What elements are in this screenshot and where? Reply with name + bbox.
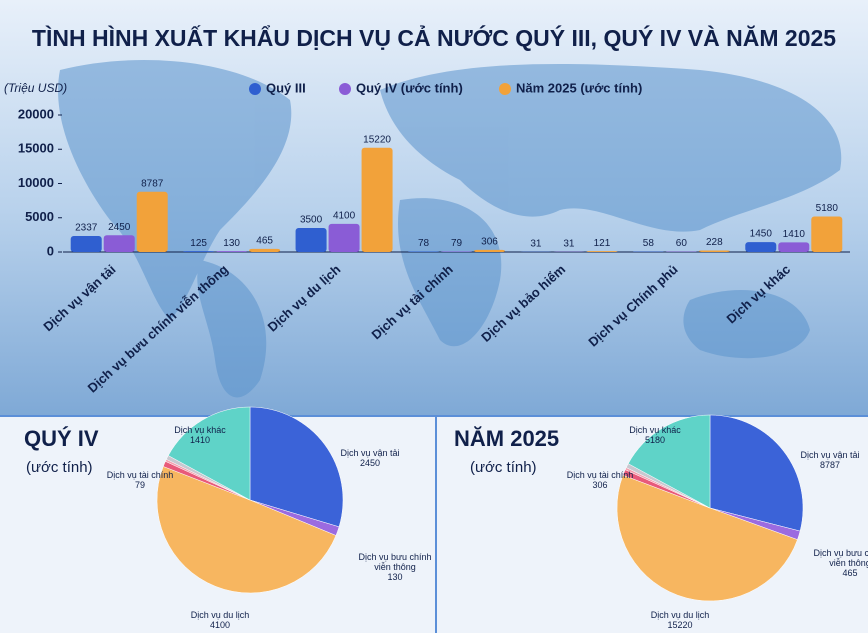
bar <box>441 251 472 252</box>
slice-label: Dịch vụ khác <box>629 425 681 435</box>
slice-label: Dịch vụ bưu chính viễn thông <box>358 552 432 572</box>
pie-slice <box>616 474 798 602</box>
pie-slice <box>627 414 711 509</box>
value-label: 60 <box>676 238 688 249</box>
world-map <box>58 60 842 398</box>
value-label: 465 <box>256 235 273 246</box>
value-label: 1410 <box>783 229 806 240</box>
slice-value: 15220 <box>667 620 693 630</box>
value-label: 78 <box>418 238 430 249</box>
slice-value: 1410 <box>189 435 211 445</box>
legend-marker <box>499 83 511 95</box>
bar <box>745 242 777 252</box>
bar <box>70 235 102 252</box>
value-label: 8787 <box>141 178 164 189</box>
legend-marker <box>249 83 261 95</box>
slice-value: 130 <box>387 572 403 582</box>
pie-subtitle: (ước tính) <box>26 459 93 476</box>
pie-title: QUÝ IV <box>24 426 99 451</box>
value-label: 4100 <box>333 211 356 222</box>
value-label: 2337 <box>75 223 98 234</box>
bar <box>586 251 618 252</box>
value-label: 306 <box>481 237 498 248</box>
value-label: 228 <box>706 237 723 248</box>
value-label: 79 <box>451 238 463 249</box>
pie-subtitle: (ước tính) <box>470 459 537 476</box>
y-tick-label: 10000 <box>18 175 54 190</box>
slice-value: 465 <box>842 568 858 578</box>
y-axis-label: (Triệu USD) <box>4 81 67 95</box>
bar <box>811 216 843 252</box>
slice-value: 2450 <box>359 458 381 468</box>
bar <box>249 248 281 252</box>
bar <box>328 223 360 252</box>
slice-value: 79 <box>134 480 145 490</box>
slice-label: Dịch vụ du lịch <box>190 610 250 620</box>
value-label: 31 <box>530 238 542 249</box>
bar <box>103 235 135 252</box>
value-label: 130 <box>223 238 240 249</box>
legend-label: Năm 2025 (ước tính) <box>516 80 642 95</box>
legend-label: Quý IV (ước tính) <box>356 80 463 95</box>
slice-value: 306 <box>592 480 608 490</box>
value-label: 31 <box>563 238 575 249</box>
y-tick-label: 0 <box>47 243 54 258</box>
y-tick-label: 20000 <box>18 106 54 121</box>
slice-label: Dịch vụ du lịch <box>650 610 710 620</box>
value-label: 58 <box>643 238 655 249</box>
bar <box>136 191 168 252</box>
value-label: 3500 <box>300 215 323 226</box>
value-label: 125 <box>190 238 207 249</box>
slice-value: 4100 <box>209 620 231 630</box>
legend-marker <box>339 83 351 95</box>
slice-label: Dịch vụ bưu chính viễn thông <box>813 548 868 568</box>
pie-slice <box>709 414 804 532</box>
pie-slice <box>249 406 344 528</box>
slice-label: Dịch vụ tài chính <box>566 470 634 480</box>
slice-value: 5180 <box>644 435 666 445</box>
slice-value: 8787 <box>819 460 841 470</box>
bar <box>361 147 393 252</box>
y-tick-label: 15000 <box>18 141 54 156</box>
bar <box>474 249 505 252</box>
bar <box>183 251 215 252</box>
value-label: 5180 <box>816 203 839 214</box>
legend-label: Quý III <box>266 80 306 95</box>
slice-label: Dịch vụ khác <box>174 425 226 435</box>
slice-label: Dịch vụ vận tải <box>800 450 860 460</box>
chart-title: TÌNH HÌNH XUẤT KHẨU DỊCH VỤ CẢ NƯỚC QUÝ … <box>32 23 836 51</box>
bar <box>408 251 439 252</box>
value-label: 15220 <box>363 134 391 145</box>
slice-label: Dịch vụ tài chính <box>106 470 174 480</box>
pie-slice <box>156 466 337 594</box>
slice-label: Dịch vụ vận tải <box>340 448 400 458</box>
value-label: 121 <box>594 238 611 249</box>
bar <box>295 228 327 252</box>
y-tick-label: 5000 <box>25 209 54 224</box>
value-label: 2450 <box>108 222 131 233</box>
bar <box>698 250 730 252</box>
bar <box>778 242 810 252</box>
bar <box>216 251 248 252</box>
pie-slice <box>167 406 251 501</box>
value-label: 1450 <box>750 229 773 240</box>
pie-title: NĂM 2025 <box>454 426 559 451</box>
